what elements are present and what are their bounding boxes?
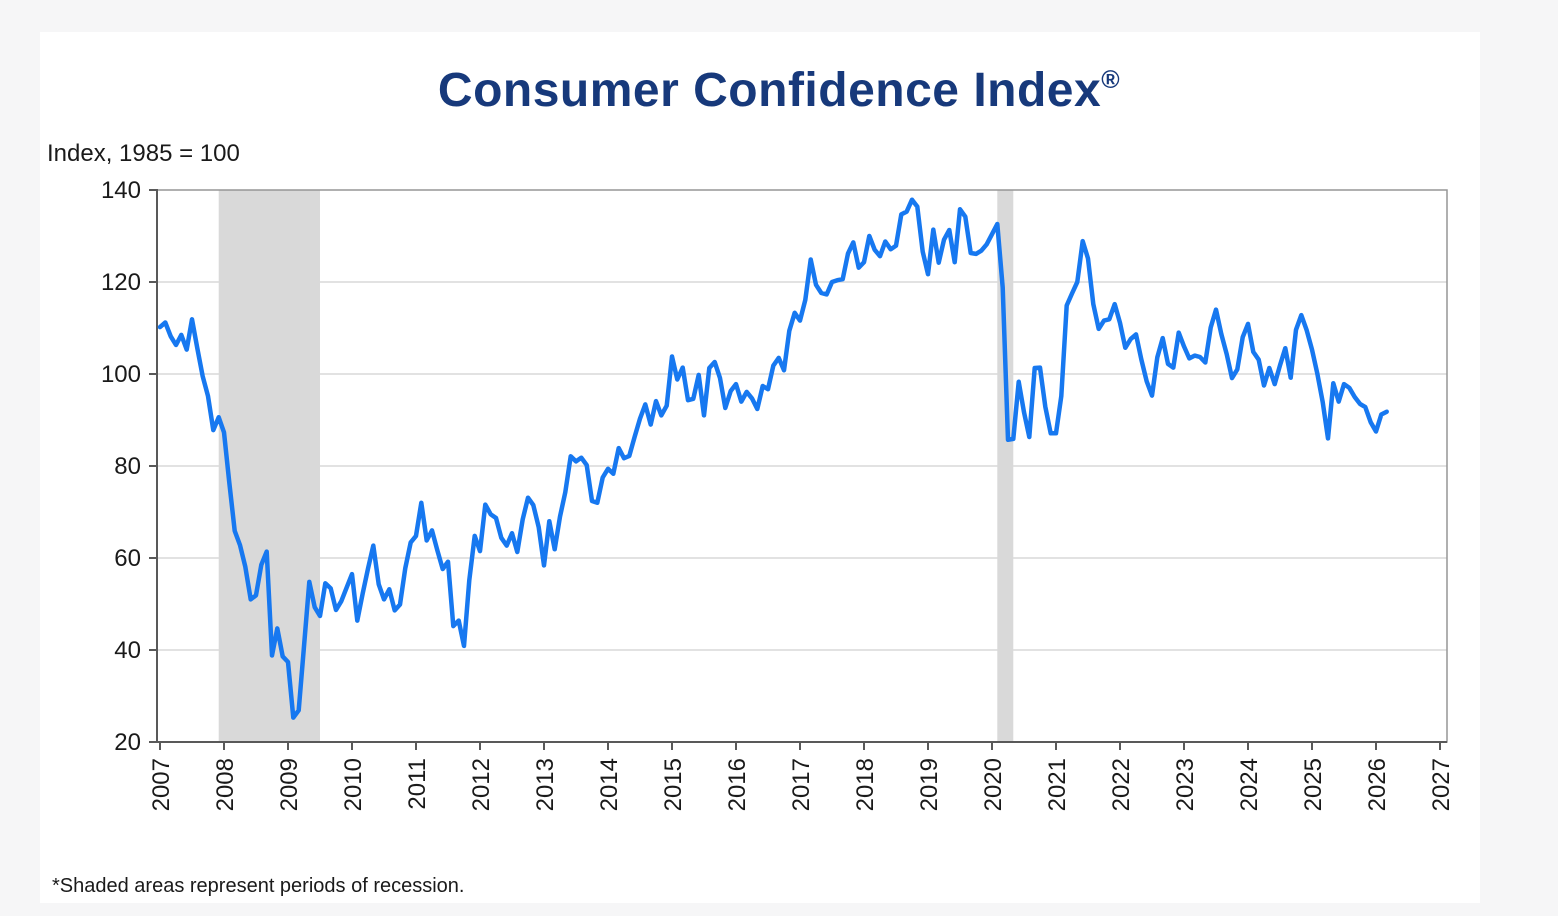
x-axis-tick-label: 2014 [596,758,623,811]
x-axis-tick-label: 2008 [212,758,239,811]
y-axis-tick-label: 140 [101,177,141,204]
x-axis-tick-label: 2024 [1236,758,1263,811]
title-text: Consumer Confidence Index [437,64,1102,117]
x-axis-tick-label: 2027 [1428,758,1455,811]
x-axis-tick-label: 2021 [1044,758,1071,811]
y-axis-caption: Index, 1985 = 100 [47,140,240,167]
x-axis-tick-label: 2022 [1108,758,1135,811]
footnotes: *Shaded areas represent periods of reces… [52,826,500,916]
y-axis-tick-label: 20 [114,729,141,756]
x-axis-tick-label: 2026 [1364,758,1391,811]
x-axis-tick-label: 2010 [340,758,367,811]
x-axis-tick-label: 2007 [148,758,175,811]
x-axis-tick-label: 2015 [660,758,687,811]
footnote-recession-note: *Shaded areas represent periods of reces… [52,875,465,897]
x-axis-tick-label: 2019 [916,758,943,811]
registered-mark: ® [1101,66,1121,94]
y-axis-tick-label: 120 [101,269,141,296]
x-axis-tick-label: 2025 [1300,758,1327,811]
x-axis-tick-label: 2023 [1172,758,1199,811]
x-axis-tick-label: 2020 [980,758,1007,811]
page-title: Consumer Confidence Index® [0,54,1558,117]
y-axis-tick-label: 60 [114,545,141,572]
y-axis-tick-label: 100 [101,361,141,388]
x-axis-tick-label: 2017 [788,758,815,811]
x-axis-tick-label: 2011 [404,758,431,810]
x-axis-tick-label: 2016 [724,758,751,811]
y-axis-tick-label: 40 [114,637,141,664]
y-axis-tick-label: 80 [114,453,141,480]
x-axis-tick-label: 2012 [468,758,495,811]
x-axis-tick-label: 2013 [532,758,559,811]
x-axis-tick-label: 2018 [852,758,879,811]
x-axis-tick-label: 2009 [276,758,303,811]
confidence-line [157,197,1389,720]
